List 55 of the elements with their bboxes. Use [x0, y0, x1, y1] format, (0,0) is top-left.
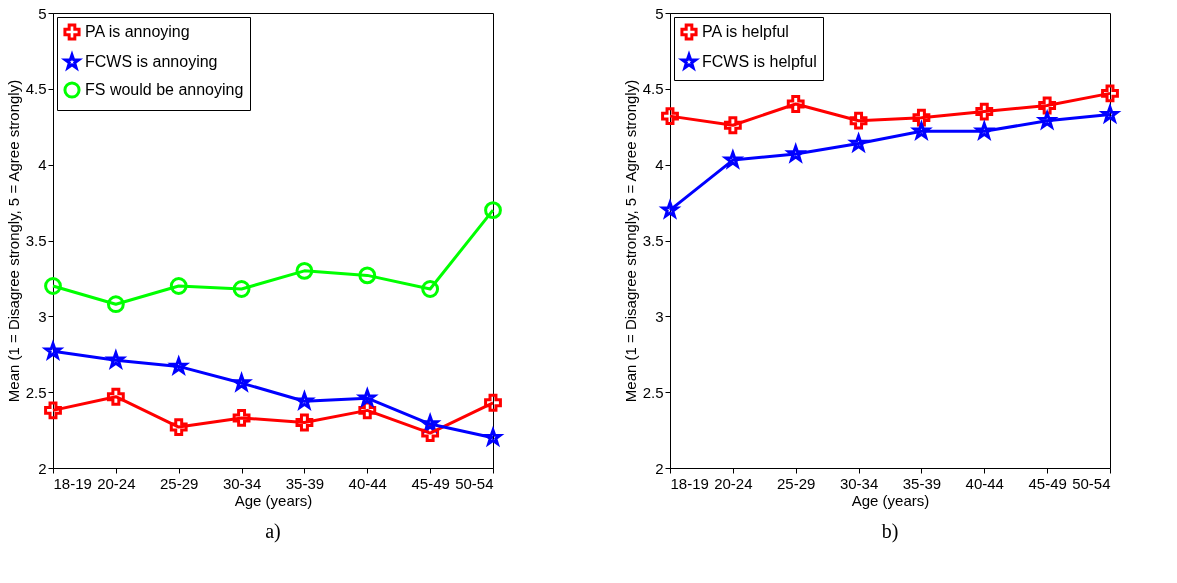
x-tick-label: 50-54	[455, 474, 494, 492]
y-axis-title: Mean (1 = Disagree strongly, 5 = Agree strongly)	[4, 79, 22, 403]
legend-label: PA is annoying	[85, 23, 190, 40]
y-tick-label: 4.5	[642, 80, 664, 98]
x-tick-label: 30-34	[839, 474, 879, 492]
x-tick-label: 50-54	[1072, 474, 1111, 492]
x-tick-label: 40-44	[348, 474, 387, 492]
legend-label: FCWS is helpful	[702, 53, 817, 70]
x-tick-label: 30-34	[222, 474, 262, 492]
point	[169, 277, 188, 295]
point	[421, 280, 440, 298]
x-tick-label: 18-19	[53, 474, 92, 492]
point	[106, 387, 125, 406]
x-tick-label: 35-39	[285, 474, 325, 492]
legend-label: FCWS is annoying	[85, 53, 218, 70]
y-tick-label: 3	[655, 307, 664, 325]
y-tick-label: 3.5	[25, 232, 47, 249]
y-tick-label: 2.5	[642, 383, 664, 401]
x-tick-label: 35-39	[902, 474, 942, 492]
point	[484, 393, 502, 412]
point	[295, 261, 314, 280]
legend-label: PA is helpful	[702, 23, 789, 40]
x-tick-label: 40-44	[965, 474, 1004, 492]
x-tick-label: 20-24	[714, 474, 753, 492]
point	[169, 418, 188, 436]
y-tick-label: 5	[38, 4, 47, 22]
y-tick-label: 4.5	[25, 80, 47, 98]
x-tick-label: 18-19	[670, 474, 709, 492]
x-tick-label: 25-29	[777, 474, 816, 492]
point	[358, 266, 377, 285]
x-tick-label: 45-49	[1028, 474, 1067, 492]
point	[44, 401, 62, 420]
point	[44, 277, 62, 295]
point	[232, 409, 251, 427]
x-tick-label: 25-29	[160, 474, 199, 492]
y-tick-label: 5	[655, 4, 664, 22]
point	[295, 413, 314, 432]
text: a)	[265, 520, 281, 543]
y-tick-label: 3.5	[642, 232, 664, 249]
point	[232, 280, 251, 298]
y-tick-label: 4	[38, 156, 47, 174]
point	[106, 295, 125, 314]
text: b)	[881, 520, 899, 543]
x-axis-title: Age (years)	[234, 491, 313, 509]
legend-label: FS would be annoying	[85, 81, 244, 98]
y-tick-label: 2	[38, 459, 47, 477]
y-axis-title: Mean (1 = Disagree strongly, 5 = Agree strongly)	[621, 79, 639, 403]
point	[484, 201, 502, 220]
y-tick-label: 2.5	[25, 383, 47, 401]
y-tick-label: 2	[655, 459, 664, 477]
y-tick-label: 3	[38, 307, 47, 325]
x-axis-title: Age (years)	[851, 491, 930, 509]
x-tick-label: 45-49	[411, 474, 450, 492]
x-tick-label: 20-24	[97, 474, 136, 492]
y-tick-label: 4	[655, 156, 664, 174]
